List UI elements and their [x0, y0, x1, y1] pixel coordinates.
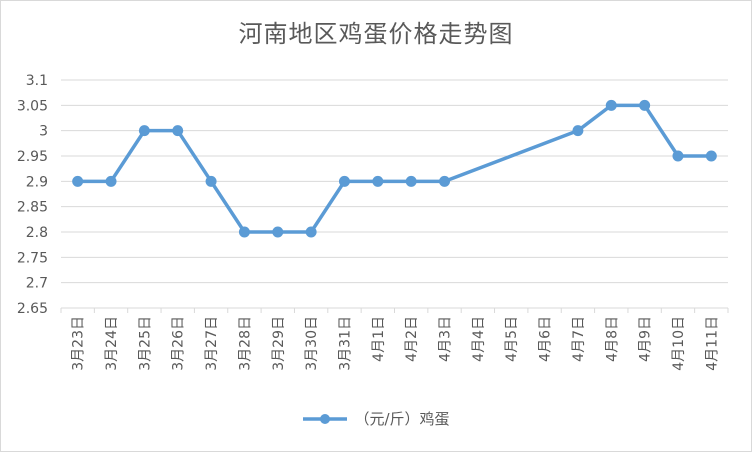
x-tick-label: 3月25日 [137, 316, 153, 371]
x-tick-label: 3月24日 [104, 316, 120, 371]
data-point [105, 175, 117, 187]
x-tick-label: 4月8日 [604, 316, 620, 362]
y-tick-label: 3.05 [17, 98, 48, 114]
y-axis: 2.65 2.7 2.75 2.8 2.85 2.9 2.95 3 3.05 3.1 [17, 73, 48, 317]
y-tick-label: 2.65 [17, 301, 48, 317]
data-point [372, 175, 384, 187]
x-tick-label: 3月28日 [237, 316, 253, 371]
x-tick-label: 4月6日 [538, 316, 554, 362]
data-point [605, 99, 617, 111]
y-tick-label: 2.85 [17, 200, 48, 216]
x-tick-label: 3月26日 [171, 316, 187, 371]
data-point [72, 175, 84, 187]
y-tick-label: 2.7 [26, 276, 48, 292]
y-tick-label: 2.8 [26, 225, 48, 241]
data-point [205, 175, 217, 187]
data-point [705, 150, 717, 162]
x-tick-label: 4月11日 [704, 316, 720, 371]
x-tick-label: 3月29日 [271, 316, 287, 371]
y-tick-label: 2.9 [26, 174, 48, 190]
x-tick-label: 3月30日 [304, 316, 320, 371]
data-point [672, 150, 684, 162]
x-tick-label: 3月27日 [204, 316, 220, 371]
series-line [75, 103, 714, 234]
y-tick-label: 3.1 [26, 73, 48, 89]
data-point [272, 226, 284, 238]
data-point [172, 125, 184, 137]
data-point [439, 175, 451, 187]
gridlines [61, 79, 728, 309]
x-tick-label: 4月2日 [404, 316, 420, 362]
x-tick-label: 4月10日 [671, 316, 687, 371]
y-tick-label: 3 [39, 124, 48, 140]
data-point [305, 226, 317, 238]
data-point [338, 175, 350, 187]
data-point [138, 125, 150, 137]
y-tick-label: 2.95 [17, 149, 48, 165]
data-point [639, 99, 651, 111]
x-tick-label: 3月23日 [71, 316, 87, 371]
chart-title: 河南地区鸡蛋价格走势图 [238, 20, 514, 48]
data-point [405, 175, 417, 187]
legend-marker-icon [303, 413, 348, 424]
legend: （元/斤）鸡蛋 [0, 408, 752, 429]
x-tick-label: 4月3日 [438, 316, 454, 362]
x-tick-label: 4月9日 [638, 316, 654, 362]
series-group [72, 99, 717, 238]
x-axis: 3月23日 3月24日 3月25日 3月26日 3月27日 3月28日 3月29日 3月30日… [60, 307, 729, 371]
x-tick-label: 4月1日 [371, 316, 387, 362]
legend-label: （元/斤）鸡蛋 [354, 410, 450, 428]
x-tick-label: 4月5日 [504, 316, 520, 362]
data-point [238, 226, 250, 238]
x-tick-label: 4月4日 [471, 316, 487, 362]
x-tick-label: 3月31日 [337, 316, 353, 371]
x-tick-label: 4月7日 [571, 316, 587, 362]
data-point [572, 125, 584, 137]
y-tick-label: 2.75 [17, 250, 48, 266]
